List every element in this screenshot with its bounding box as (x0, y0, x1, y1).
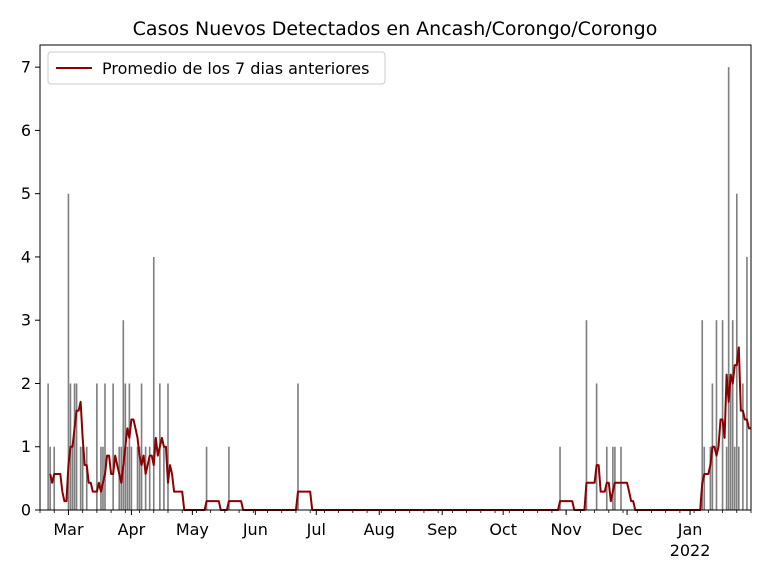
bar (144, 446, 147, 510)
plot-frame (39, 44, 752, 511)
bar (585, 320, 588, 510)
bar (595, 383, 598, 510)
axis-ticks: 0 1 2 3 4 5 6 7 Mar Apr May Jun Jul Aug Sep Oct Nov Dec Ja… (21, 58, 752, 560)
line-series (49, 346, 751, 511)
x-tick-label: Oct (489, 520, 517, 539)
x-tick-label: Sep (427, 520, 457, 539)
y-tick-label: 6 (21, 121, 31, 140)
x-tick-label: Nov (551, 520, 582, 539)
bar (96, 383, 98, 510)
x-tick-label: Aug (364, 520, 395, 539)
bar (715, 320, 718, 510)
bar (559, 446, 561, 510)
bar (614, 446, 616, 510)
x-tick-label: Mar (53, 520, 84, 539)
x-tick-label: Jun (242, 520, 268, 539)
bar (729, 383, 732, 510)
bar (138, 446, 141, 510)
bar (228, 446, 230, 510)
bar (126, 446, 129, 510)
bar (746, 256, 748, 510)
bar (85, 446, 88, 510)
bar (130, 446, 133, 510)
x-tick-label: Dec (612, 520, 643, 539)
y-tick-label: 0 (21, 501, 31, 520)
bar (75, 383, 78, 510)
legend-box (47, 51, 386, 85)
bar (81, 446, 84, 510)
y-tick-label: 1 (21, 437, 31, 456)
bar (122, 320, 125, 510)
bar (612, 446, 614, 510)
bar (701, 320, 704, 510)
bar (725, 446, 728, 510)
y-tick-label: 2 (21, 374, 31, 393)
bar (112, 383, 114, 510)
bar (163, 446, 165, 510)
bar (742, 383, 744, 510)
bar (620, 446, 622, 510)
bar (735, 193, 738, 511)
bar (152, 256, 155, 510)
bar (733, 446, 736, 510)
bar (731, 320, 734, 510)
bar (605, 446, 608, 510)
bar (128, 383, 131, 510)
bar (47, 383, 49, 510)
y-tick-label: 3 (21, 311, 31, 330)
bar (79, 446, 82, 510)
bar (167, 383, 169, 510)
legend: Promedio de los 7 dias anteriores (47, 51, 386, 85)
bar (140, 383, 143, 510)
x-tick-label: Jan (677, 520, 703, 539)
bar (100, 446, 102, 510)
bar (721, 320, 724, 510)
bar (727, 67, 730, 510)
bar (148, 446, 151, 510)
bar (136, 446, 139, 510)
x-tick-label: May (176, 520, 209, 539)
y-tick-label: 7 (21, 58, 31, 77)
moving-average-line (49, 346, 751, 511)
x-tick-year-label: 2022 (670, 541, 711, 560)
legend-label: Promedio de los 7 dias anteriores (102, 59, 369, 78)
bar-series (47, 67, 748, 511)
bar (738, 446, 740, 510)
bar (73, 383, 76, 510)
x-tick-label: Jul (306, 520, 326, 539)
y-tick-label: 4 (21, 247, 31, 266)
x-tick-label: Apr (118, 520, 146, 539)
bar (709, 446, 712, 510)
bar (67, 193, 70, 511)
bar (71, 446, 74, 510)
chart-title: Casos Nuevos Detectados en Ancash/Corong… (133, 18, 658, 40)
bar (104, 383, 106, 510)
y-tick-label: 5 (21, 184, 31, 203)
bar (205, 446, 208, 510)
bar (297, 383, 299, 510)
